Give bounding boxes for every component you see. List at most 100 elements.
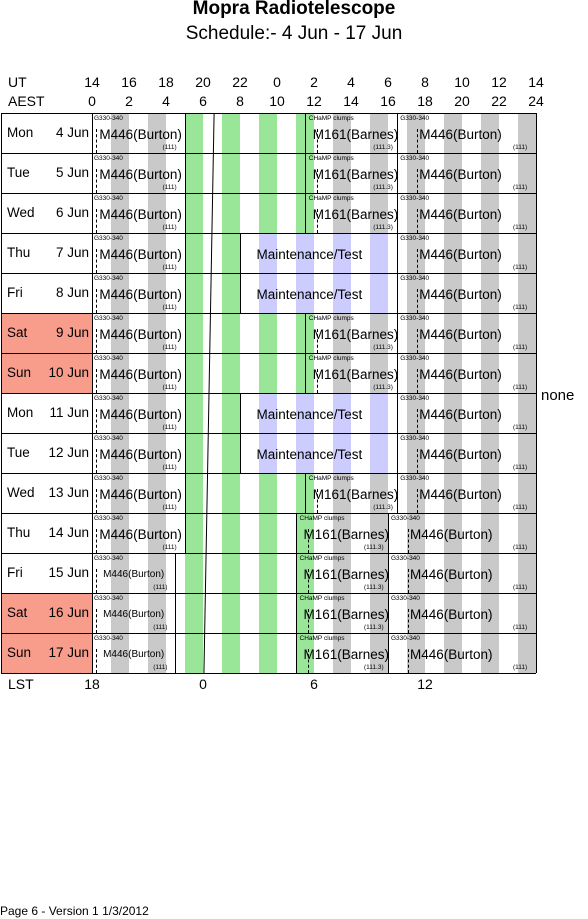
- block-divider: [304, 113, 306, 153]
- m446-code: (111): [513, 304, 528, 311]
- lst-tick-label: 18: [84, 676, 100, 692]
- aest-tick-label: 22: [491, 93, 507, 109]
- m446-label: M446(Burton): [419, 167, 502, 182]
- block-divider: [184, 273, 186, 313]
- row-separator: [1, 193, 536, 194]
- g330-label: G330-340: [94, 235, 123, 242]
- dashed-marker: [417, 329, 419, 353]
- maintenance-label: Maintenance/Test: [256, 287, 363, 302]
- row-separator: [1, 433, 536, 434]
- dashed-marker: [95, 489, 97, 513]
- m446-label: M446(Burton): [419, 247, 502, 262]
- champ-label: CHaMP clumps: [299, 595, 345, 602]
- m446-label: M446(Burton): [419, 487, 502, 502]
- champ-label: CHaMP clumps: [299, 515, 345, 522]
- m446-label: M446(Burton): [103, 609, 165, 620]
- day-label: Fri 8 Jun: [7, 285, 89, 300]
- day-of-week: Sat: [7, 325, 28, 340]
- day-date: 10 Jun: [48, 365, 89, 380]
- aest-tick-label: 8: [236, 93, 244, 109]
- m446-code: (111): [513, 544, 528, 551]
- day-of-week: Fri: [7, 285, 23, 300]
- m446-code: (111): [513, 184, 528, 191]
- maintenance-band: [369, 273, 388, 313]
- day-label: Fri 15 Jun: [7, 565, 89, 580]
- m161-label: M161(Barnes): [303, 567, 390, 582]
- row-separator: [1, 633, 536, 634]
- day-of-week: Thu: [7, 525, 31, 540]
- day-label: Thu 7 Jun: [7, 245, 89, 260]
- day-label: Wed 6 Jun: [7, 205, 89, 220]
- m161-code: (111.3): [364, 624, 384, 631]
- block-divider: [184, 513, 186, 553]
- dashed-marker: [417, 129, 419, 153]
- g330-label: G330-340: [400, 235, 430, 242]
- block-divider: [295, 633, 297, 673]
- maintenance-band: [258, 273, 277, 313]
- block-divider: [304, 153, 306, 193]
- m446-code: (111): [162, 544, 177, 551]
- day-of-week: Tue: [7, 165, 30, 180]
- g330-label: G330-340: [94, 595, 123, 602]
- g330-label: G330-340: [94, 635, 123, 642]
- row-separator: [1, 153, 536, 154]
- block-divider: [304, 313, 306, 353]
- grid-border: [1, 113, 2, 673]
- m446-label: M446(Burton): [419, 407, 502, 422]
- m446-code: (111): [513, 664, 528, 671]
- block-divider: [304, 193, 306, 233]
- ut-tick-label: 10: [454, 74, 470, 90]
- m446-label: M446(Burton): [99, 367, 182, 382]
- g330-label: G330-340: [391, 555, 420, 562]
- block-divider: [388, 593, 389, 633]
- m446-label: M446(Burton): [103, 649, 165, 660]
- g330-label: G330-340: [391, 635, 420, 642]
- block-divider: [240, 393, 241, 433]
- dashed-marker: [417, 209, 419, 233]
- dashed-marker: [95, 409, 97, 433]
- day-label: Sat 16 Jun: [7, 605, 89, 620]
- m446-code: (111): [513, 224, 528, 231]
- ut-tick-label: 0: [273, 74, 281, 90]
- row-separator: [1, 353, 536, 354]
- ut-tick-label: 4: [347, 74, 355, 90]
- block-divider: [175, 553, 177, 593]
- day-label: Sat 9 Jun: [7, 325, 89, 340]
- m446-label: M446(Burton): [419, 127, 502, 142]
- m446-code: (111): [153, 624, 168, 631]
- lst-axis-label: LST: [8, 676, 34, 692]
- m161-label: M161(Barnes): [312, 167, 399, 182]
- maintenance-band: [369, 393, 388, 433]
- maintenance-band: [332, 433, 351, 473]
- g330-label: G330-340: [94, 395, 123, 402]
- block-divider: [397, 393, 399, 433]
- m446-code: (111): [513, 384, 528, 391]
- aest-tick-label: 24: [528, 93, 544, 109]
- dashed-marker: [95, 129, 97, 153]
- m161-code: (111.3): [364, 544, 384, 551]
- day-date: 5 Jun: [55, 165, 89, 180]
- dashed-marker: [316, 329, 318, 353]
- g330-label: G330-340: [94, 115, 123, 122]
- m446-label: M446(Burton): [99, 527, 182, 542]
- m161-code: (111.3): [373, 384, 393, 391]
- g330-label: G330-340: [400, 475, 430, 482]
- row-separator: [1, 313, 536, 314]
- block-divider: [397, 153, 399, 193]
- row-separator: [1, 513, 536, 514]
- day-of-week: Sat: [7, 605, 28, 620]
- weekend-highlight: [1, 593, 92, 633]
- m446-label: M446(Burton): [419, 327, 502, 342]
- maintenance-band: [295, 393, 314, 433]
- dashed-marker: [417, 289, 419, 313]
- dashed-marker: [408, 529, 409, 553]
- m446-label: M446(Burton): [99, 487, 182, 502]
- block-divider: [240, 273, 241, 313]
- m446-label: M446(Burton): [99, 247, 182, 262]
- block-divider: [397, 233, 399, 273]
- block-divider: [304, 473, 306, 513]
- page-footer: Page 6 - Version 1 1/3/2012: [0, 904, 149, 918]
- day-label: Mon 11 Jun: [7, 405, 89, 420]
- m446-code: (111): [162, 224, 177, 231]
- m446-code: (111): [513, 624, 528, 631]
